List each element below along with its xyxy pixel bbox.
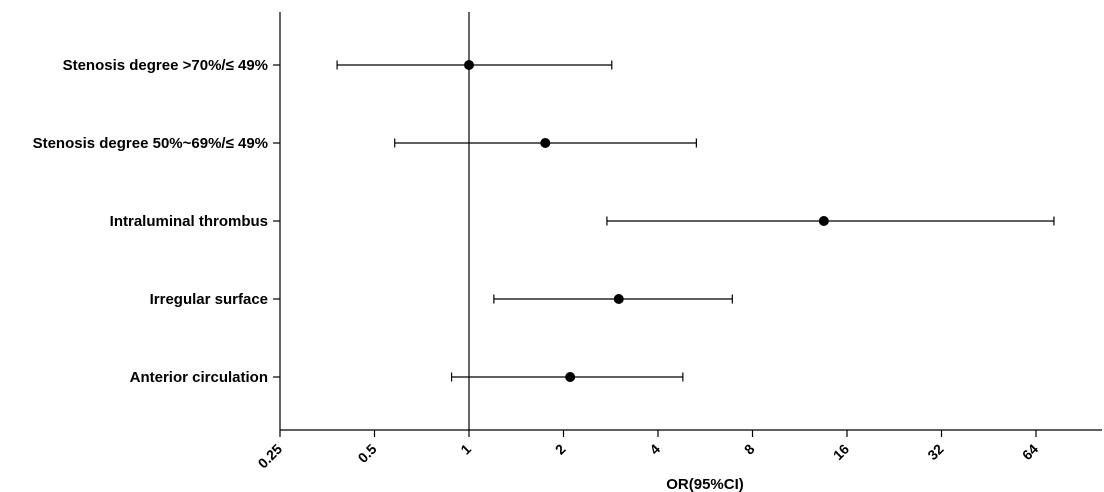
odds-ratio-point: [464, 60, 474, 70]
odds-ratio-point: [565, 372, 576, 382]
x-tick-label: 16: [830, 441, 852, 463]
forest-row: Irregular surface: [150, 291, 733, 308]
x-axis-title: OR(95%CI): [666, 476, 744, 492]
forest-row: Anterior circulation: [130, 369, 684, 386]
row-label: Anterior circulation: [130, 369, 268, 386]
x-tick-label: 0.25: [255, 441, 286, 472]
x-tick-label: 4: [646, 441, 663, 458]
x-tick-label: 8: [741, 441, 758, 458]
x-tick-label: 32: [924, 441, 946, 463]
row-label: Stenosis degree 50%~69%/≤ 49%: [33, 135, 268, 152]
forest-row: Stenosis degree >70%/≤ 49%: [63, 57, 613, 74]
x-tick-label: 64: [1019, 441, 1041, 463]
row-label: Irregular surface: [150, 291, 268, 308]
x-tick-label: 0.5: [355, 441, 380, 466]
row-label: Intraluminal thrombus: [110, 213, 268, 230]
axes: 0.25 0.5 1 2 4 8 16 32 64: [255, 12, 1102, 471]
odds-ratio-point: [818, 216, 829, 226]
odds-ratio-point: [540, 138, 551, 148]
forest-rows: Stenosis degree >70%/≤ 49% Stenosis degre…: [33, 57, 1055, 386]
x-tick-label: 2: [552, 441, 569, 458]
row-label: Stenosis degree >70%/≤ 49%: [63, 57, 268, 74]
odds-ratio-point: [613, 294, 624, 304]
x-tick-label: 1: [457, 441, 474, 458]
forest-row: Intraluminal thrombus: [110, 213, 1055, 230]
forest-row: Stenosis degree 50%~69%/≤ 49%: [33, 135, 697, 152]
